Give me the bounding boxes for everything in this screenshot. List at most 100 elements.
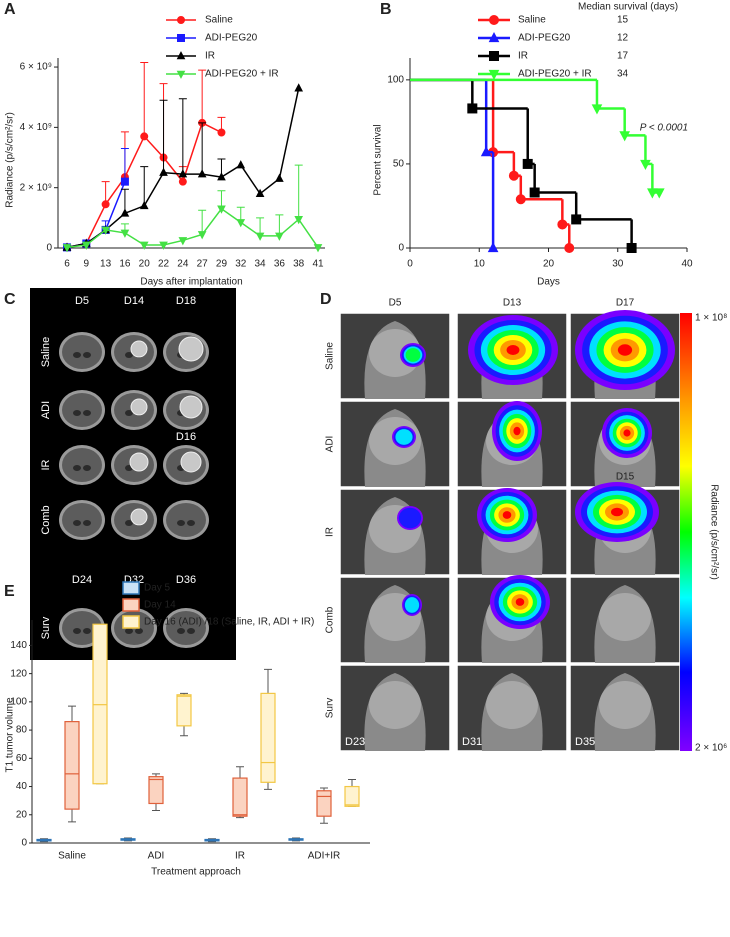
marker [480,146,492,157]
x-tick-label: 9 [84,259,90,270]
error-bar [140,62,149,137]
mouse-head [599,593,651,641]
mri-ventricle [83,410,91,416]
y-tick-label: 50 [393,159,405,170]
box [232,777,248,817]
whisker-low [320,816,328,824]
marker [139,200,149,210]
y-tick-label: 80 [16,725,28,736]
mri-tumor [130,508,148,526]
row-label: IR [325,527,336,537]
legend-marker [177,16,185,24]
mri-ventricle [125,628,133,634]
marker [591,104,603,115]
row-label: Surv [40,616,52,639]
column-header: D14 [124,295,144,307]
legend-marker [488,31,500,43]
panel-letter: B [380,1,392,18]
signal-blob [513,426,521,436]
signal-blob [617,344,633,356]
mri-tumor [129,452,149,472]
image-note: D16 [176,431,196,443]
mri-brain [62,611,102,645]
marker [294,216,304,225]
whisker-high [68,705,76,722]
legend-label: Saline [518,15,546,26]
marker [178,169,188,178]
marker [101,200,110,209]
error-bar [159,99,168,173]
mri-tumor [179,395,203,419]
colorbar-min: 2 × 10⁶ [695,743,727,754]
mri-ventricle [83,520,91,526]
y-tick-label: 0 [46,243,52,254]
image-day: D35 [575,736,595,748]
marker [529,187,540,198]
x-tick-label: Saline [58,851,86,862]
marker [467,103,478,114]
mri-ventricle [135,628,143,634]
row-label: Surv [325,698,336,719]
mri-ventricle [73,352,81,358]
marker [236,219,246,228]
marker [647,188,658,199]
row-label: ADI [40,401,52,419]
y-tick-label: 140 [10,640,27,651]
legend-label: ADI-PEG20 + IR [205,69,279,80]
marker [217,205,226,214]
marker [255,232,265,241]
marker [236,160,246,169]
x-tick-label: 38 [293,259,305,270]
signal-blob [405,348,421,362]
marker [217,172,226,181]
marker [159,167,168,176]
x-tick-label: ADI+IR [308,851,341,862]
mri-brain [62,503,102,537]
marker [640,159,651,170]
y-tick-label: 40 [16,781,28,792]
mri-brain [62,335,102,369]
legend-marker [177,34,185,42]
y-tick-label: 120 [10,668,27,679]
legend-title: Median survival (days) [578,2,678,13]
legend-marker [176,51,186,60]
x-tick-label: 0 [407,259,413,270]
marker [101,226,110,235]
signal-blob [611,507,623,517]
colorbar [680,313,692,751]
y-tick-label: 0 [398,243,404,254]
x-tick-label: 13 [100,259,112,270]
y-tick-label: 60 [16,753,28,764]
x-tick-label: 24 [177,259,189,270]
marker [294,83,304,92]
column-header: D18 [176,295,196,307]
x-tick-label: 6 [64,259,70,270]
x-tick-label: 20 [139,259,151,270]
marker [626,243,637,253]
error-bar [178,98,187,175]
signal-blob [404,597,420,613]
median-value: 17 [617,51,629,62]
marker [197,169,207,178]
row-label: ADI [325,436,336,453]
mri-ventricle [73,520,81,526]
marker [120,177,129,186]
legend-label: IR [205,51,215,62]
y-tick-label: 0 [21,838,27,849]
mri-ventricle [73,628,81,634]
mri-tumor [130,398,148,416]
column-header: D36 [176,574,196,586]
marker [159,241,168,250]
marker [313,244,323,253]
marker [557,219,568,230]
series-line [66,207,319,249]
whisker-high [236,766,244,779]
y-tick-label: 4 × 10⁹ [20,122,52,133]
whisker-high [348,778,356,787]
median-value: 15 [617,15,629,26]
x-tick-label: 41 [312,259,324,270]
mri-ventricle [73,410,81,416]
marker [217,128,226,137]
error-bar [198,209,207,235]
column-header: D17 [616,298,635,309]
